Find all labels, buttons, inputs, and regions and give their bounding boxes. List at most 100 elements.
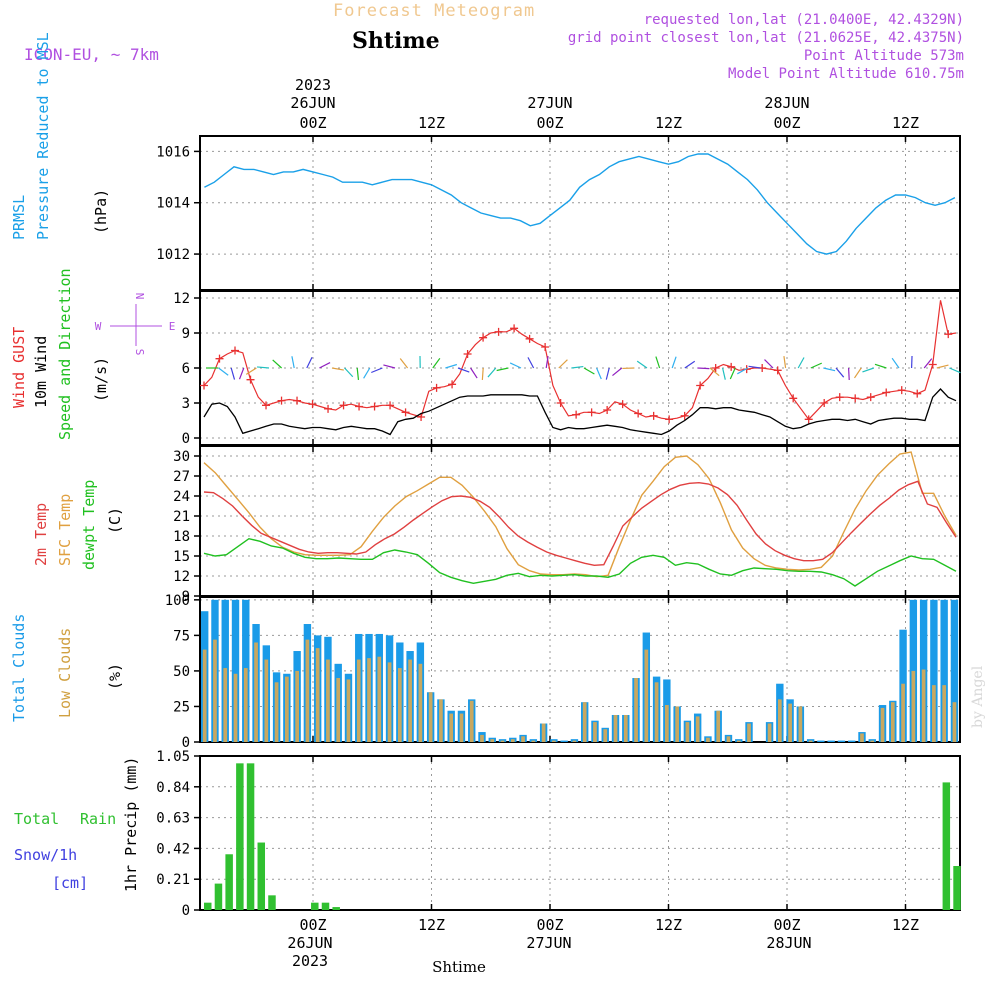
wind-direction-arrow <box>445 363 458 369</box>
wind-direction-arrow <box>238 367 245 380</box>
label-sfc-temp: SFC Temp <box>56 494 74 566</box>
low-cloud-bar <box>747 723 751 742</box>
bottom-day-1: 26JUN <box>287 934 332 952</box>
gust-marker <box>773 366 782 375</box>
rain-bar <box>268 895 276 910</box>
low-cloud-bar <box>408 659 412 742</box>
low-cloud-bar <box>233 673 238 742</box>
cloud-panel: 0 25 50 75 100 <box>165 593 961 751</box>
rain-bar <box>246 763 255 910</box>
y-tick-label: 0.21 <box>156 872 190 888</box>
wind-direction-arrow <box>383 364 396 369</box>
total-cloud-bar <box>817 740 825 742</box>
top-title: Forecast Meteogram <box>333 1 535 21</box>
low-cloud-bar <box>572 740 577 742</box>
rain-bar <box>942 782 951 910</box>
label-cm: [cm] <box>52 874 88 892</box>
bottom-day-2: 27JUN <box>526 934 571 952</box>
bottom-location: Shtime <box>432 958 486 976</box>
watermark: by Angel <box>970 665 986 728</box>
wind-direction-arrow <box>399 358 409 369</box>
wind-direction-arrow <box>722 367 726 380</box>
gust-marker <box>541 343 550 351</box>
gust-marker <box>432 383 441 392</box>
low-cloud-bar <box>623 714 628 742</box>
gust-marker <box>231 346 240 355</box>
top-hour-labels: 00Z 12Z 00Z 12Z 00Z 12Z <box>299 114 919 132</box>
low-cloud-bar <box>387 662 392 742</box>
low-cloud-bar <box>541 723 546 742</box>
low-cloud-bar <box>336 678 341 742</box>
low-cloud-bar <box>500 740 505 742</box>
bottom-hour-label: 00Z <box>773 916 800 934</box>
compass-rose: N S W E <box>95 293 176 356</box>
low-cloud-bar <box>367 658 371 742</box>
wind-direction-arrow <box>481 367 484 381</box>
low-cloud-bar <box>788 703 792 742</box>
pressure-line <box>204 153 956 255</box>
wind-direction-arrow <box>344 367 354 378</box>
gust-marker <box>711 364 720 372</box>
gust-marker <box>618 400 627 409</box>
wind-direction-arrow <box>527 357 535 369</box>
gust-marker <box>277 396 286 405</box>
compass-e: E <box>169 320 176 333</box>
total-cloud-bar <box>560 740 568 742</box>
total-cloud-bar <box>827 740 835 742</box>
y-tick-label: 18 <box>173 529 190 545</box>
gust-marker <box>866 393 875 402</box>
low-cloud-bar <box>490 739 495 742</box>
low-cloud-bar <box>254 642 258 742</box>
low-cloud-bar <box>716 710 721 742</box>
gust-marker <box>727 362 736 371</box>
wind-line <box>203 388 957 436</box>
gust-marker <box>401 408 410 417</box>
wind-direction-arrow <box>496 367 509 372</box>
y-tick-label: 1014 <box>156 196 190 212</box>
wind-direction-arrow <box>835 367 845 378</box>
low-cloud-bar <box>243 668 248 742</box>
label-low-clouds: Low Clouds <box>56 628 74 718</box>
low-cloud-bar <box>439 699 443 742</box>
low-cloud-bar <box>521 736 525 742</box>
gust-marker <box>525 334 534 343</box>
y-tick-label: 0.42 <box>156 841 190 857</box>
gust-marker <box>510 324 519 333</box>
panel-frame <box>199 445 961 597</box>
rain-bar <box>332 907 340 910</box>
gust-marker <box>603 406 612 414</box>
wind-direction-arrow <box>923 358 933 369</box>
wind-direction-arrow <box>949 367 961 374</box>
wind-direction-arrow <box>891 357 900 369</box>
low-cloud-bar <box>480 734 484 742</box>
gust-line <box>203 300 957 421</box>
wind-direction-arrow <box>319 362 331 369</box>
label-wind-gust: Wind GUST <box>10 327 28 408</box>
y-tick-label: 9 <box>182 589 190 605</box>
low-cloud-bar <box>767 723 772 742</box>
gust-marker <box>324 404 333 413</box>
y-tick-label: 21 <box>173 509 190 525</box>
wind-direction-arrow <box>848 367 850 381</box>
gust-marker <box>463 350 472 358</box>
model-label: ICON-EU, ~ 7km <box>24 45 159 64</box>
total-cloud-bar <box>837 740 846 742</box>
wind-direction-arrow <box>291 356 295 369</box>
low-cloud-bar <box>418 663 423 742</box>
gust-marker <box>649 411 658 420</box>
low-cloud-bar <box>603 729 608 742</box>
gust-marker <box>293 396 302 405</box>
wind-direction-arrow <box>457 367 470 373</box>
y-tick-label: 0.63 <box>156 811 190 827</box>
wind-direction-arrow <box>272 359 283 369</box>
wind-direction-arrow <box>571 365 584 369</box>
low-cloud-bar <box>356 659 361 742</box>
low-cloud-bar <box>942 685 947 742</box>
label-precip-mm: 1hr Precip (mm) <box>122 757 140 892</box>
y-tick-label: 50 <box>173 664 190 680</box>
wind-direction-arrow <box>636 360 648 369</box>
low-cloud-bar <box>274 682 279 742</box>
label-c: (C) <box>106 507 124 534</box>
label-prmsl: PRMSL <box>10 195 28 240</box>
point-altitude: Point Altitude 573m <box>804 48 964 64</box>
